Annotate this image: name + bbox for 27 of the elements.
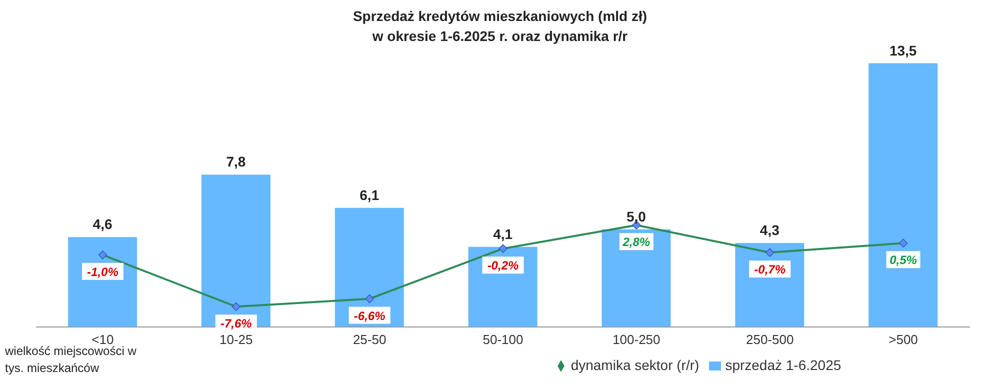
data-label: 4,3 — [760, 222, 780, 238]
x-tick-label: 100-250 — [612, 332, 660, 348]
data-label: -0,2% — [487, 258, 519, 273]
data-label: 6,1 — [360, 186, 380, 203]
data-label: 0,5% — [890, 253, 918, 268]
bar — [868, 63, 938, 327]
data-label: 4,1 — [493, 226, 513, 242]
data-label: 5,0 — [626, 208, 646, 224]
data-label: -1,0% — [87, 264, 119, 279]
data-label: -6,6% — [354, 308, 386, 323]
x-tick-label: 25-50 — [352, 332, 386, 348]
data-label: -7,6% — [220, 316, 252, 331]
data-label: -0,7% — [754, 262, 786, 277]
x-tick-label: 50-100 — [482, 332, 524, 348]
data-label: 2,8% — [622, 235, 650, 250]
chart-title: Sprzedaż kredytów mieszkaniowych (mld zł) w okresie 1-6.2025 r. oraz dynamika r/r — [352, 7, 648, 44]
data-label: 7,8 — [226, 154, 246, 170]
data-label: 13,5 — [889, 42, 917, 58]
data-label: 4,6 — [92, 216, 112, 232]
legend-label: dynamika sektor (r/r) — [570, 357, 700, 373]
bar — [68, 237, 138, 327]
x-tick-label: 250-500 — [746, 332, 794, 348]
legend-label: sprzedaż 1-6.2025 — [725, 357, 842, 373]
x-tick-label: 10-25 — [220, 332, 253, 348]
bar — [334, 208, 404, 327]
x-tick-label: >500 — [888, 332, 918, 348]
bar — [602, 229, 671, 327]
